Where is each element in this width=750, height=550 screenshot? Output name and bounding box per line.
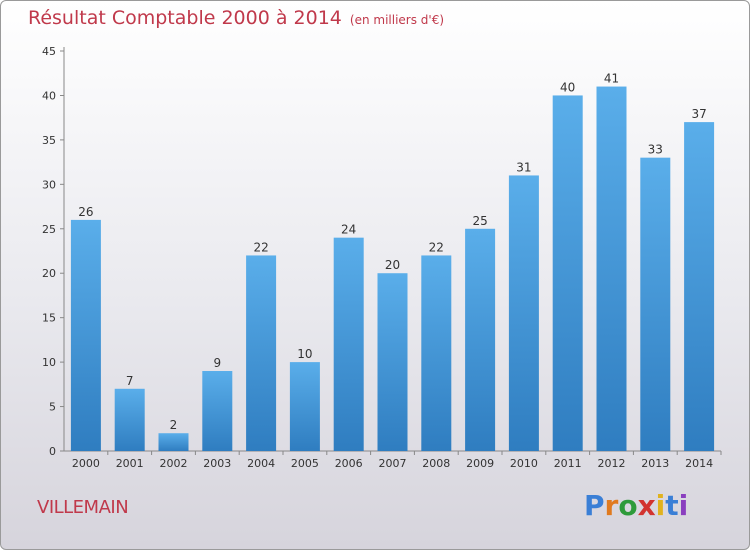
proxiti-logo: Proxiti bbox=[584, 489, 688, 522]
bar-value-label: 26 bbox=[78, 205, 93, 219]
y-tick-label: 30 bbox=[42, 178, 56, 191]
bar bbox=[508, 175, 539, 451]
bar bbox=[158, 433, 189, 451]
x-tick-label: 2000 bbox=[72, 457, 100, 470]
x-tick-label: 2008 bbox=[422, 457, 450, 470]
y-tick-label: 20 bbox=[42, 267, 56, 280]
x-tick-label: 2004 bbox=[247, 457, 275, 470]
logo-letter: P bbox=[584, 489, 605, 522]
bar bbox=[684, 122, 715, 451]
bar bbox=[552, 95, 583, 451]
bar bbox=[114, 388, 145, 451]
x-tick-label: 2003 bbox=[203, 457, 231, 470]
x-tick-label: 2006 bbox=[335, 457, 363, 470]
x-tick-label: 2013 bbox=[641, 457, 669, 470]
x-tick-label: 2010 bbox=[510, 457, 538, 470]
y-tick-label: 0 bbox=[49, 445, 56, 458]
logo-letter: i bbox=[655, 489, 666, 522]
y-tick-label: 5 bbox=[49, 401, 56, 414]
x-tick-label: 2011 bbox=[554, 457, 582, 470]
bar bbox=[333, 237, 364, 451]
bar bbox=[70, 219, 101, 451]
chart-unit: (en milliers d'€) bbox=[349, 13, 445, 27]
logo-letter: x bbox=[637, 489, 656, 522]
bar bbox=[202, 371, 233, 451]
bar-value-label: 2 bbox=[170, 418, 178, 432]
x-tick-label: 2001 bbox=[116, 457, 144, 470]
bar-value-label: 40 bbox=[560, 80, 575, 94]
chart-title: Résultat Comptable 2000 à 2014 (en millie… bbox=[28, 7, 444, 29]
y-tick-label: 45 bbox=[42, 45, 56, 58]
y-tick-label: 25 bbox=[42, 223, 56, 236]
bar-value-label: 20 bbox=[385, 258, 400, 272]
logo-letter: o bbox=[618, 489, 638, 522]
bar-value-label: 9 bbox=[213, 356, 221, 370]
bar bbox=[596, 86, 627, 452]
bar-value-label: 41 bbox=[604, 72, 619, 86]
bar bbox=[465, 228, 496, 451]
y-tick-label: 10 bbox=[42, 356, 56, 369]
y-tick-label: 40 bbox=[42, 89, 56, 102]
chart-title-text: Résultat Comptable 2000 à 2014 bbox=[28, 7, 342, 29]
bar-value-label: 24 bbox=[341, 223, 356, 237]
bar-value-label: 37 bbox=[691, 107, 706, 121]
bar bbox=[640, 157, 671, 451]
bar bbox=[289, 362, 320, 451]
logo-letter: r bbox=[604, 489, 619, 522]
bar bbox=[246, 255, 277, 451]
bar-value-label: 10 bbox=[297, 347, 312, 361]
x-tick-label: 2014 bbox=[685, 457, 713, 470]
logo-letter: i bbox=[678, 489, 689, 522]
bar bbox=[421, 255, 452, 451]
bar-value-label: 25 bbox=[472, 214, 487, 228]
x-tick-label: 2002 bbox=[160, 457, 188, 470]
y-tick-label: 15 bbox=[42, 312, 56, 325]
bar-value-label: 31 bbox=[516, 160, 531, 174]
x-tick-label: 2012 bbox=[598, 457, 626, 470]
bar-value-label: 22 bbox=[429, 240, 444, 254]
bar-value-label: 7 bbox=[126, 374, 134, 388]
commune-name: VILLEMAIN bbox=[37, 497, 129, 518]
x-tick-label: 2007 bbox=[379, 457, 407, 470]
logo-letter: t bbox=[665, 489, 679, 522]
bar-value-label: 22 bbox=[253, 240, 268, 254]
x-tick-label: 2005 bbox=[291, 457, 319, 470]
bar bbox=[377, 273, 408, 451]
bar-value-label: 33 bbox=[648, 143, 663, 157]
x-tick-label: 2009 bbox=[466, 457, 494, 470]
y-tick-label: 35 bbox=[42, 134, 56, 147]
